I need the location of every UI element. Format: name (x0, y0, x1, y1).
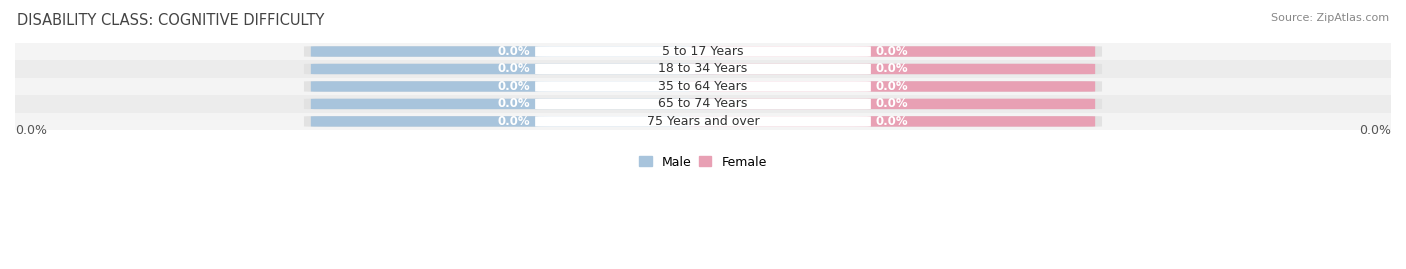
FancyBboxPatch shape (689, 99, 1095, 109)
Text: 65 to 74 Years: 65 to 74 Years (658, 97, 748, 111)
Text: 0.0%: 0.0% (498, 97, 530, 111)
Text: 0.0%: 0.0% (498, 80, 530, 93)
FancyBboxPatch shape (311, 116, 717, 127)
Bar (15, 78, 1391, 95)
FancyBboxPatch shape (689, 116, 1095, 127)
FancyBboxPatch shape (304, 64, 1102, 74)
FancyBboxPatch shape (311, 81, 717, 92)
Legend: Male, Female: Male, Female (637, 153, 769, 171)
FancyBboxPatch shape (689, 46, 1095, 57)
Text: 0.0%: 0.0% (1360, 124, 1391, 137)
Bar (15, 113, 1391, 130)
FancyBboxPatch shape (311, 99, 717, 109)
Text: 18 to 34 Years: 18 to 34 Years (658, 62, 748, 76)
FancyBboxPatch shape (304, 46, 1102, 57)
FancyBboxPatch shape (304, 81, 1102, 92)
FancyBboxPatch shape (689, 64, 1095, 74)
Bar (15, 60, 1391, 78)
Text: 0.0%: 0.0% (498, 62, 530, 76)
FancyBboxPatch shape (311, 46, 717, 57)
FancyBboxPatch shape (536, 81, 870, 92)
Text: 0.0%: 0.0% (15, 124, 46, 137)
Text: 35 to 64 Years: 35 to 64 Years (658, 80, 748, 93)
Text: 0.0%: 0.0% (876, 80, 908, 93)
Text: Source: ZipAtlas.com: Source: ZipAtlas.com (1271, 13, 1389, 23)
Text: 75 Years and over: 75 Years and over (647, 115, 759, 128)
FancyBboxPatch shape (536, 64, 870, 74)
Text: 0.0%: 0.0% (876, 62, 908, 76)
Bar (15, 43, 1391, 60)
Text: 5 to 17 Years: 5 to 17 Years (662, 45, 744, 58)
FancyBboxPatch shape (536, 46, 870, 57)
Text: 0.0%: 0.0% (498, 45, 530, 58)
FancyBboxPatch shape (536, 116, 870, 127)
Text: 0.0%: 0.0% (876, 115, 908, 128)
FancyBboxPatch shape (311, 64, 717, 74)
FancyBboxPatch shape (536, 99, 870, 109)
FancyBboxPatch shape (689, 81, 1095, 92)
Text: 0.0%: 0.0% (876, 45, 908, 58)
Text: 0.0%: 0.0% (876, 97, 908, 111)
Text: 0.0%: 0.0% (498, 115, 530, 128)
Bar (15, 95, 1391, 113)
FancyBboxPatch shape (304, 116, 1102, 127)
Text: DISABILITY CLASS: COGNITIVE DIFFICULTY: DISABILITY CLASS: COGNITIVE DIFFICULTY (17, 13, 325, 29)
FancyBboxPatch shape (304, 99, 1102, 109)
